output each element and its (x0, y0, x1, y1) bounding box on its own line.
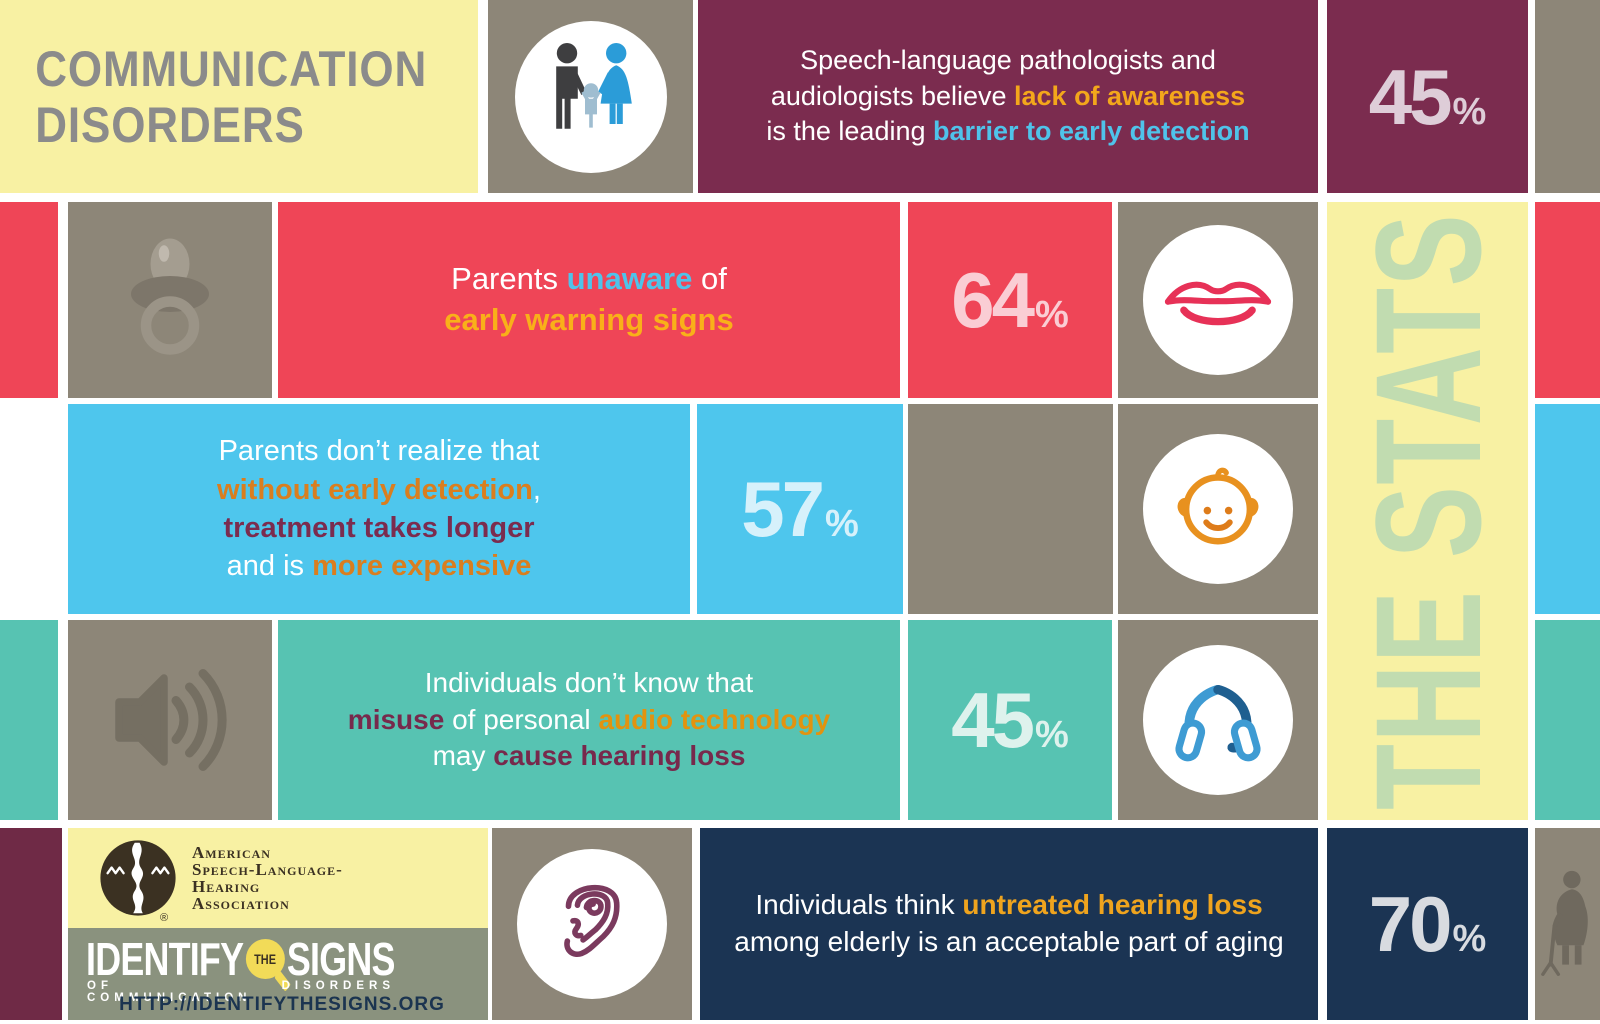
warning-signs-line1: Parents unaware of (451, 261, 727, 297)
baby-face-icon (1159, 448, 1277, 571)
ear-icon-card (492, 828, 692, 1020)
campaign-wordmark: IDENTIFY THE SIGNS (86, 933, 395, 985)
title-card: COMMUNICATION DISORDERS (0, 0, 478, 193)
magnifier-icon: THE (245, 939, 285, 979)
asha-name: American Speech-Language- Hearing Associ… (192, 843, 343, 913)
awareness-line2: audiologists believe lack of awareness (770, 80, 1246, 111)
hearing-aging-line2: among elderly is an acceptable part of a… (734, 926, 1284, 957)
warning-signs-line2: early warning signs (444, 302, 734, 337)
hearing-aging-percent-card: 70% (1327, 828, 1528, 1020)
stats-column: THE STATS (1327, 202, 1528, 820)
audio-technology-line3: may cause hearing loss (432, 740, 746, 772)
early-detection-line3: treatment takes longer (223, 512, 535, 544)
pacifier-icon (95, 225, 245, 375)
pacifier-icon-card (68, 202, 272, 398)
awareness-line3: is the leading barrier to early detectio… (766, 116, 1250, 147)
awareness-card: Speech-language pathologists and audiolo… (698, 0, 1318, 193)
icon-circle (514, 20, 667, 173)
registered-mark: ® (160, 912, 169, 924)
asha-logo-icon (98, 838, 178, 923)
early-detection-card: Parents don’t realize that without early… (68, 404, 690, 614)
early-detection-line1: Parents don’t realize that (218, 435, 540, 468)
icon-circle (1143, 645, 1293, 795)
audio-technology-card: Individuals don’t know that misuse of pe… (278, 620, 900, 820)
audio-technology-line1: Individuals don’t know that (424, 666, 754, 698)
page-title: COMMUNICATION DISORDERS (35, 40, 428, 153)
campaign-subtitle: OF COMMUNICATION DISORDERS (87, 980, 395, 1004)
teal-strip-row4-left (0, 620, 58, 820)
icon-circle (1143, 434, 1293, 584)
lips-icon (1157, 237, 1279, 364)
audio-technology-percent-card: 45% (908, 620, 1112, 820)
maroon-strip-row5-left (0, 828, 62, 1020)
asha-branding-card: ® American Speech-Language- Hearing Asso… (68, 828, 488, 1020)
stats-label: THE STATS (1343, 212, 1512, 810)
early-detection-percent-card: 57% (697, 404, 903, 614)
early-detection-line4: and is more expensive (226, 550, 532, 583)
elderly-person-icon (1539, 866, 1597, 982)
warning-signs-percent-card: 64% (908, 202, 1112, 398)
ear-icon (536, 866, 648, 983)
icon-circle (517, 849, 667, 999)
icon-circle (1143, 225, 1293, 375)
hearing-aging-line1: Individuals think untreated hearing loss (755, 889, 1263, 921)
asha-logo-block: ® American Speech-Language- Hearing Asso… (68, 828, 488, 928)
early-detection-line2: without early detection, (217, 473, 541, 506)
audio-technology-line2: misuse of personal audio technology (347, 703, 831, 735)
speaker-icon (95, 645, 245, 795)
gray-strip-row1-right (1535, 0, 1600, 193)
lips-icon-card (1118, 202, 1318, 398)
elderly-person-icon-card (1535, 828, 1600, 1020)
campaign-url-link[interactable]: HTTP://IDENTIFYTHESIGNS.ORG (119, 994, 445, 1015)
awareness-line1: Speech-language pathologists and (800, 45, 1216, 76)
red-strip-row2-left (0, 202, 58, 398)
baby-face-icon-card (1118, 404, 1318, 614)
headphones-icon (1159, 659, 1277, 782)
identify-the-signs-block: IDENTIFY THE SIGNS OF COMMUNICATION DISO… (68, 928, 488, 1020)
awareness-percent-card: 45% (1327, 0, 1528, 193)
teal-strip-row4-right (1535, 620, 1600, 820)
headphones-icon-card (1118, 620, 1318, 820)
speaker-icon-card (68, 620, 272, 820)
blue-strip-row3-right (1535, 404, 1600, 614)
family-icon-card (488, 0, 693, 193)
red-strip-row2-right (1535, 202, 1600, 398)
warning-signs-card: Parents unaware of early warning signs (278, 202, 900, 398)
hearing-aging-card: Individuals think untreated hearing loss… (700, 828, 1318, 1020)
gray-spacer-card (908, 404, 1113, 614)
family-icon (531, 34, 651, 159)
